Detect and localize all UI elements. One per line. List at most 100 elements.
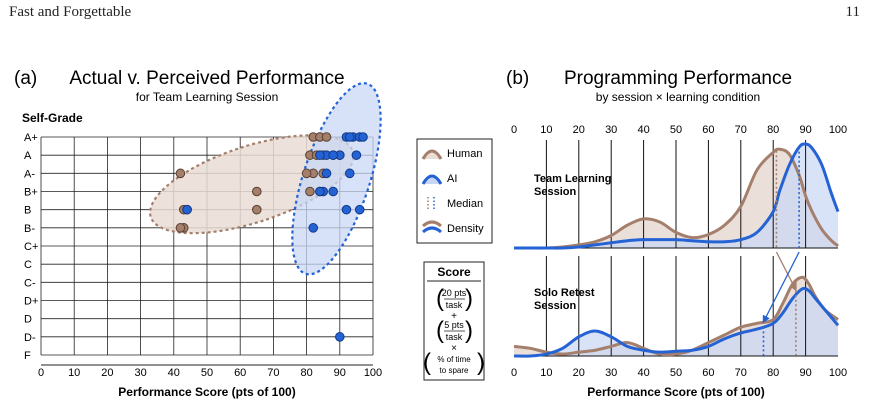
human-density-area <box>514 149 838 249</box>
panel-b-bottom-tick-labels: 0 10 20 30 40 50 60 70 80 90 100 <box>511 367 847 379</box>
ai-point <box>321 168 332 179</box>
panel-b-top-tick-label: 20 <box>573 124 585 136</box>
legend-label-median: Median <box>447 198 483 210</box>
panel-b-top-tick-label: 30 <box>605 124 617 136</box>
panel-b-top-tick-label: 70 <box>735 124 747 136</box>
human-point <box>305 186 315 197</box>
panel-b-bottom-tick-label: 50 <box>670 367 682 379</box>
ai-density-curve <box>513 286 840 358</box>
score-term3-line1: % of time <box>437 355 471 364</box>
density-panel-label-line2: Session <box>534 186 576 198</box>
panel-a-xtick-label: 70 <box>267 367 279 379</box>
panel-b-bottom-tick-label: 40 <box>637 367 649 379</box>
panel-b-label: (b) <box>506 68 529 89</box>
panel-b-bottom-tick-label: 20 <box>573 367 585 379</box>
running-head: Fast and Forgettable <box>9 4 132 20</box>
panel-a-xtick-label: 10 <box>68 367 80 379</box>
panel-a-xtick-label: 0 <box>38 367 44 379</box>
panel-a-xtick-label: 90 <box>334 367 346 379</box>
panel-b-bottom-tick-label: 0 <box>511 367 517 379</box>
panel-b-bottom-tick-label: 70 <box>735 367 747 379</box>
human-point <box>175 168 186 179</box>
panel-a-ytick-label: B+ <box>24 187 38 199</box>
panel-a-ellipses <box>148 82 382 276</box>
panel-b-bottom-tick-label: 10 <box>540 367 552 379</box>
panel-b-bottom-tick-label: 60 <box>702 367 714 379</box>
panel-b-top-tick-labels: 0 10 20 30 40 50 60 70 80 90 100 <box>511 124 847 136</box>
density-panel-label-line1: Solo Retest <box>534 287 595 299</box>
score-term1-den: task <box>446 300 463 310</box>
human-median-shift-arrow <box>775 251 797 292</box>
human-point <box>251 204 262 215</box>
ai-point <box>344 168 355 179</box>
panel-b-top-tick-label: 100 <box>829 124 847 136</box>
panel-a-ytick-label: A- <box>24 168 35 180</box>
score-paren-3-close: ) <box>477 349 485 376</box>
ai-point <box>344 132 355 142</box>
panel-a-tick-labels: A+ A A- B+ B B- C+ C C- D+ D D- F0 10 20 30 40 50 60 70 80 90… <box>24 132 382 379</box>
panel-a-label: (a) <box>14 68 37 89</box>
panel-a-subtitle: for Team Learning Session <box>136 90 279 104</box>
score-term2-num: 5 pts <box>444 320 464 330</box>
panel-a-ytick-label: D+ <box>24 296 38 308</box>
panel-a-ytick-label: C- <box>24 277 36 289</box>
panel-a-xtick-label: 20 <box>101 367 113 379</box>
panel-a-xtick-label: 50 <box>201 367 213 379</box>
score-paren-2-close: ) <box>465 317 473 344</box>
human-point <box>301 168 312 179</box>
panel-b-bottom-tick-label: 80 <box>767 367 779 379</box>
human-point <box>175 223 186 233</box>
panel-b-top-tick-label: 60 <box>702 124 714 136</box>
panel-a-xtick-label: 40 <box>168 367 180 379</box>
panel-a-ytick-label: C <box>24 259 32 271</box>
score-box-frame <box>423 261 485 381</box>
panel-b-top-tick-label: 40 <box>637 124 649 136</box>
panel-a-ytick-label: F <box>24 350 31 362</box>
panel-a-ytick-label: D- <box>24 332 36 344</box>
panel-b-top-tick-label: 80 <box>767 124 779 136</box>
panel-a-xtick-label: 80 <box>300 367 312 379</box>
density-panel-label-line1: Team Learning <box>534 173 611 185</box>
ai-point <box>354 204 365 215</box>
ai-density-area <box>514 288 838 357</box>
panel-b-top-tick-label: 10 <box>540 124 552 136</box>
panel-a-ytick-label: B- <box>24 223 35 235</box>
ai-point <box>182 204 192 215</box>
legend-density-ai <box>422 226 442 234</box>
panel-b-xlabel: Performance Score (pts of 100) <box>587 385 764 399</box>
ai-point <box>351 150 362 160</box>
score-title: Score <box>437 265 471 279</box>
ai-point <box>358 132 368 142</box>
legend-density-human <box>422 220 442 228</box>
ai-density-curve <box>514 142 840 250</box>
score-term1-num: 20 pts <box>442 288 467 298</box>
panel-b-bottom-tick-label: 30 <box>605 367 617 379</box>
panel-b-top-tick-label: 50 <box>670 124 682 136</box>
ai-point <box>315 186 325 197</box>
panel-b-median-arrows <box>762 251 800 324</box>
panel-a-title: Actual v. Perceived Performance <box>69 68 344 89</box>
legend-label-density: Density <box>447 223 484 235</box>
human-density-curve <box>513 275 839 357</box>
legend-ai-curve <box>421 174 443 185</box>
ai-point <box>341 204 352 215</box>
legend-label-ai: AI <box>447 173 457 185</box>
score-paren-1-open: ( <box>436 285 444 312</box>
ai-point <box>335 332 345 342</box>
panel-b-bottom-tick-label: 90 <box>799 367 811 379</box>
score-box: Score ( ) 20 pts task + ( ) 5 pts task ×… <box>423 261 485 381</box>
ai-point <box>308 223 319 233</box>
score-term2-den: task <box>446 332 463 342</box>
panel-a-xtick-label: 60 <box>234 367 246 379</box>
panel-a-ytick-label: B <box>24 205 31 217</box>
density-panel-label-line2: Session <box>534 300 576 312</box>
human-density-curve <box>514 147 839 250</box>
score-paren-2-open: ( <box>436 317 444 344</box>
panel-b-top-tick-label: 0 <box>511 124 517 136</box>
score-paren-1-close: ) <box>465 285 473 312</box>
page-number: 11 <box>845 4 860 20</box>
